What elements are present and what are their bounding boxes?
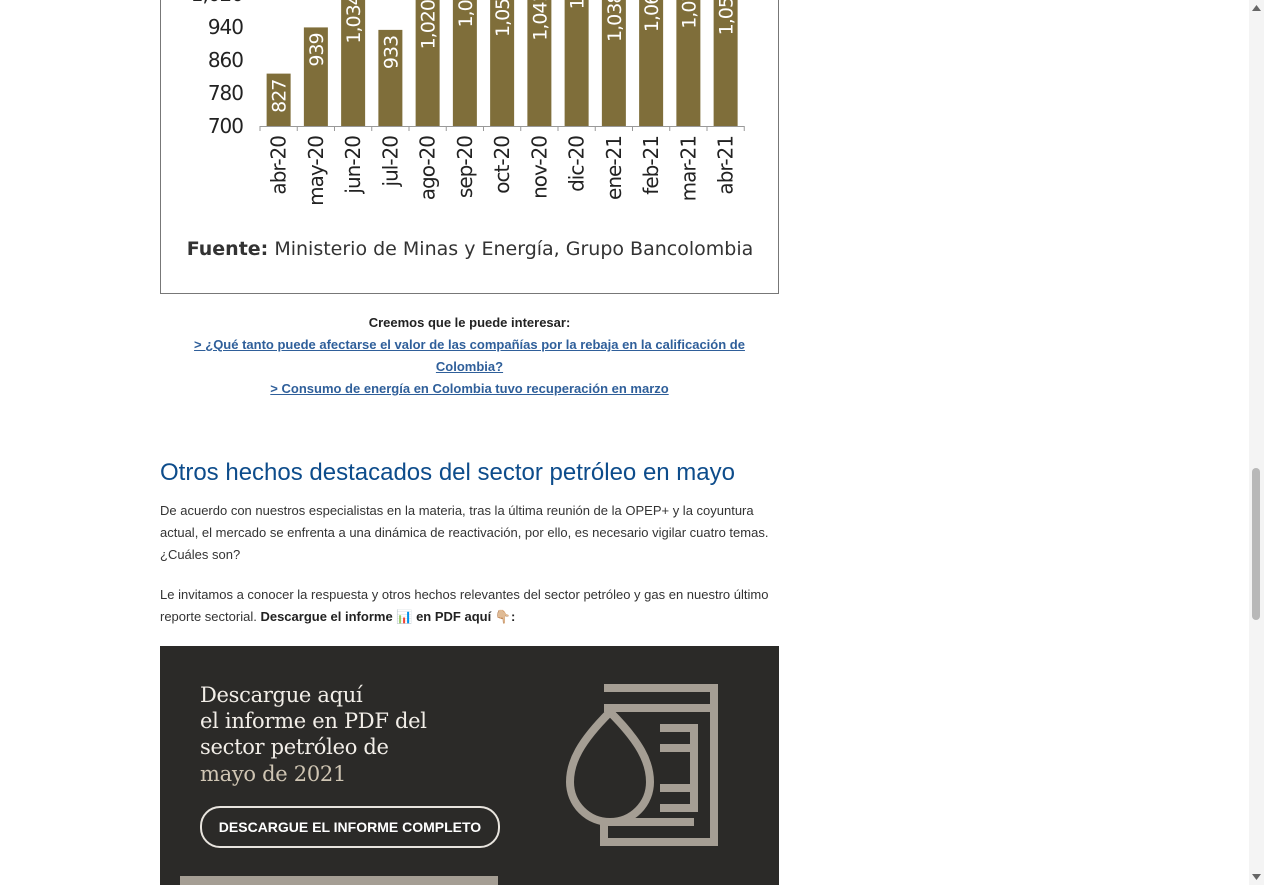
value-label: 1,020: [418, 0, 440, 49]
value-label: 827: [269, 80, 291, 113]
x-tick-label: may-20: [304, 136, 328, 206]
bar: [341, 0, 366, 126]
value-label: 1,117: [567, 0, 589, 9]
related-link[interactable]: > Consumo de energía en Colombia tuvo re…: [270, 381, 669, 396]
banner-line: el informe en PDF del: [200, 709, 427, 733]
value-label: 933: [380, 36, 402, 69]
download-banner[interactable]: Descargue aquí el informe en PDF del sec…: [160, 646, 779, 885]
value-label: 1,062: [641, 0, 663, 32]
bar: [639, 0, 664, 126]
x-tick-label: nov-20: [527, 136, 551, 199]
value-label: 1,034: [343, 0, 365, 44]
y-tick-label: 780: [208, 81, 243, 105]
bar: [378, 29, 403, 127]
value-label: 1,070: [678, 0, 700, 29]
value-label: 1,038: [604, 0, 626, 42]
x-tick-label: abr-21: [714, 136, 738, 195]
y-tick-label: 700: [208, 114, 243, 138]
y-tick-label: 1,020: [191, 0, 244, 6]
paragraph: Le invitamos a conocer la respuesta y ot…: [160, 584, 779, 628]
x-tick-label: abr-20: [267, 136, 291, 195]
source-label: Fuente:: [187, 238, 269, 260]
related-link[interactable]: > ¿Qué tanto puede afectarse el valor de…: [194, 337, 745, 374]
related-links: > ¿Qué tanto puede afectarse el valor de…: [160, 334, 779, 400]
value-label: 1,054: [716, 0, 738, 35]
x-tick-label: oct-20: [490, 136, 514, 194]
bar: [266, 73, 291, 126]
x-tick-label: ago-20: [416, 136, 440, 201]
scroll-arrows: [1252, 5, 1261, 880]
source: Fuente: Ministerio de Minas y Energía, G…: [187, 238, 754, 260]
download-button[interactable]: DESCARGUE EL INFORME COMPLETO: [200, 806, 500, 848]
x-tick-label: mar-21: [676, 136, 700, 201]
bar: [564, 0, 589, 126]
scrollbar-thumb[interactable]: [1252, 468, 1260, 620]
related-heading: Creemos que le puede interesar:: [368, 315, 571, 330]
x-tick-label: jun-20: [341, 136, 365, 195]
banner-strip: [180, 876, 498, 885]
banner-highlight: mayo de 2021: [200, 762, 347, 786]
bar: [676, 0, 701, 126]
chart: Fuente: Ministerio de Minas y Energía, G…: [160, 0, 779, 294]
x-tick-label: ene-21: [602, 136, 626, 200]
banner-line: sector petróleo de: [200, 735, 389, 759]
oil-icon: [565, 684, 718, 846]
paragraph: De acuerdo con nuestros especialistas en…: [160, 503, 769, 562]
bar: [303, 27, 328, 127]
x-tick-label: jul-20: [378, 136, 402, 188]
paragraph-text: Le invitamos a conocer la respuesta y ot…: [160, 587, 769, 624]
bar: [601, 0, 626, 127]
bar: [452, 0, 477, 127]
banner-line: Descargue aquí: [200, 683, 363, 707]
bar: [713, 0, 738, 126]
x-tick-label: dic-20: [565, 136, 589, 192]
scrollbar[interactable]: [1249, 0, 1264, 885]
value-label: 1,073: [455, 0, 477, 28]
source-text: Ministerio de Minas y Energía, Grupo Ban…: [274, 238, 753, 260]
y-tick-label: 860: [208, 48, 243, 72]
x-tick-label: feb-21: [639, 136, 663, 195]
y-tick-label: 940: [208, 15, 243, 39]
bar: [490, 0, 515, 126]
value-label: 939: [306, 33, 328, 66]
bar: [527, 0, 552, 127]
section-title: Otros hechos destacados del sector petró…: [160, 459, 735, 486]
value-label: 1,041: [529, 0, 551, 41]
value-label: 1,050: [492, 0, 514, 37]
paragraph-bold: Descargue el informe 📊 en PDF aquí 👇🏼:: [260, 609, 516, 624]
x-tick-label: sep-20: [453, 136, 477, 198]
bar: [415, 0, 440, 126]
